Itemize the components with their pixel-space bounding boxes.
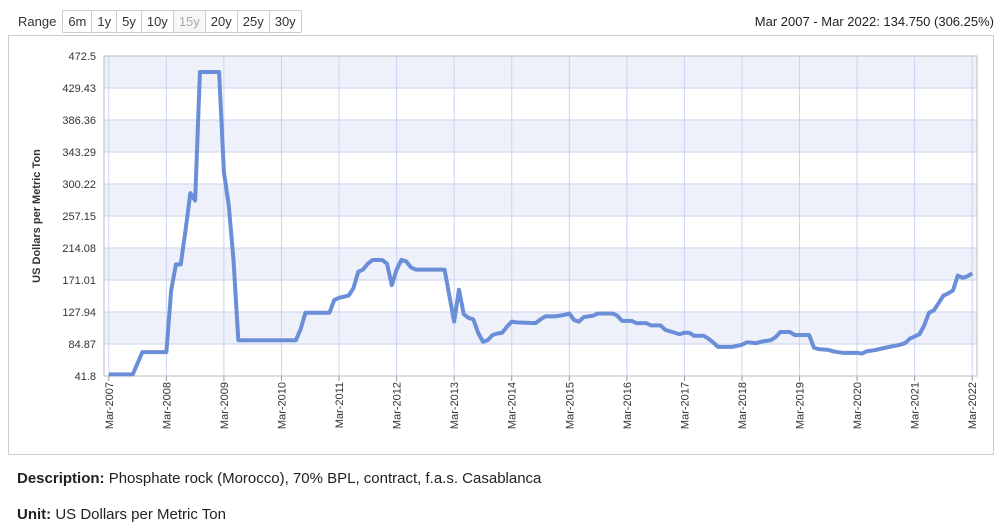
unit: Unit: US Dollars per Metric Ton — [17, 506, 226, 523]
x-tick-label: Mar-2014 — [507, 382, 519, 429]
y-tick-label: 429.43 — [62, 83, 96, 95]
plot-border — [103, 55, 978, 377]
x-tick-label: Mar-2013 — [449, 382, 461, 429]
range-button[interactable]: 10y — [140, 10, 174, 33]
x-tick-label: Mar-2016 — [622, 382, 634, 429]
x-tick-label: Mar-2019 — [795, 382, 807, 429]
x-tick-label: Mar-2015 — [564, 382, 576, 429]
x-tick-label: Mar-2010 — [276, 382, 288, 429]
description: Description: Phosphate rock (Morocco), 7… — [17, 470, 541, 487]
y-tick-label: 343.29 — [62, 147, 96, 159]
range-button[interactable]: 5y — [116, 10, 142, 33]
y-tick-label: 214.08 — [62, 243, 96, 255]
y-tick-label: 127.94 — [62, 307, 96, 319]
range-button[interactable]: 25y — [236, 10, 270, 33]
x-tick-label: Mar-2017 — [679, 382, 691, 429]
range-button[interactable]: 20y — [204, 10, 238, 33]
x-tick-label: Mar-2009 — [219, 382, 231, 429]
x-tick-label: Mar-2011 — [334, 382, 346, 428]
range-selector: Range 6m 1y 5y 10y 15y 20y 25y 30y — [8, 10, 302, 33]
plot-band — [104, 56, 977, 88]
plot-band — [104, 184, 977, 216]
y-tick-label: 386.36 — [62, 115, 96, 127]
plot-band — [104, 120, 977, 152]
range-button[interactable]: 15y — [172, 10, 206, 33]
description-label: Description: — [17, 470, 105, 487]
range-label: Range — [18, 14, 57, 29]
chart: 41.8 84.87 127.94 171.01 214.08 257.15 300.22 3… — [31, 51, 979, 429]
y-axis-label: US Dollars per Metric Ton — [31, 149, 43, 283]
plot-band — [104, 248, 977, 280]
x-tick-label: Mar-2020 — [852, 382, 864, 429]
data-line — [108, 69, 974, 377]
x-tick-label: Mar-2012 — [392, 382, 404, 429]
x-tick-label: Mar-2008 — [161, 382, 173, 429]
y-tick-label: 300.22 — [62, 179, 96, 191]
y-tick-label: 171.01 — [62, 275, 96, 287]
unit-label: Unit: — [17, 506, 52, 523]
chart-frame — [8, 35, 994, 455]
y-tick-label: 84.87 — [68, 339, 96, 351]
description-text: Phosphate rock (Morocco), 70% BPL, contr… — [108, 470, 542, 487]
x-tick-label: Mar-2021 — [910, 382, 922, 429]
range-button[interactable]: 30y — [268, 10, 302, 33]
y-tick-label: 472.5 — [68, 51, 96, 63]
range-summary: Mar 2007 - Mar 2022: 134.750 (306.25%) — [754, 14, 994, 29]
y-tick-label: 41.8 — [75, 371, 96, 383]
range-button[interactable]: 6m — [62, 10, 93, 33]
unit-text: US Dollars per Metric Ton — [55, 506, 226, 523]
x-tick-label: Mar-2018 — [737, 382, 749, 429]
y-tick-label: 257.15 — [62, 211, 96, 223]
x-tick-label: Mar-2022 — [967, 382, 979, 429]
x-tick-label: Mar-2007 — [104, 382, 116, 429]
